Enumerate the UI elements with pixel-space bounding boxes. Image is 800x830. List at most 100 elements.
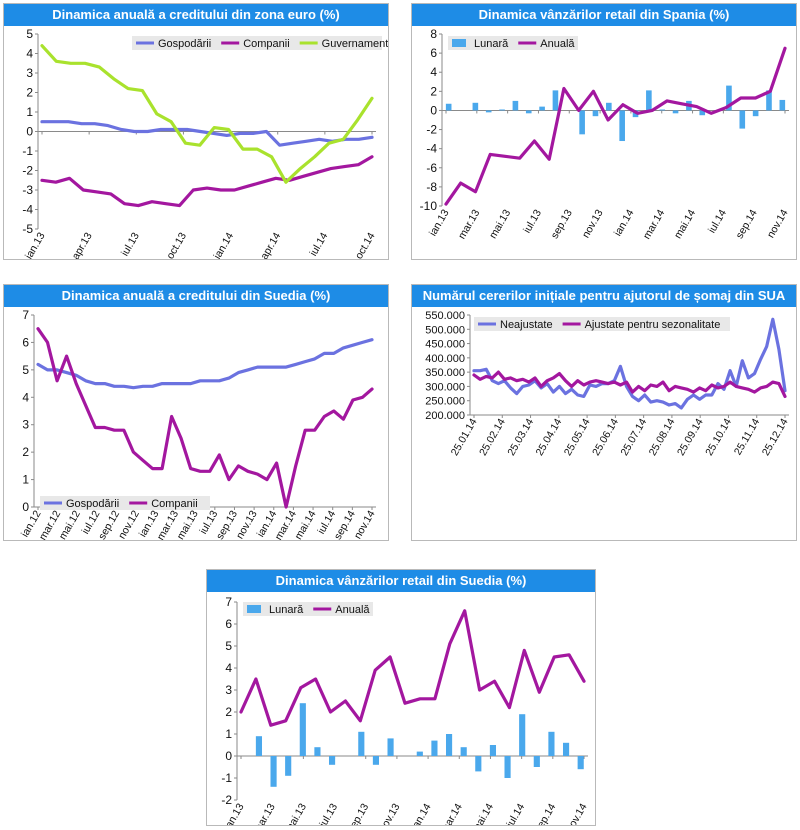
y-tick-label: -4: [426, 142, 437, 156]
y-tick-label: 0: [225, 749, 232, 763]
y-tick-label: 250.000: [425, 396, 465, 408]
y-tick-label: 2: [225, 705, 232, 719]
x-tick-label: 25.08.14: [647, 416, 678, 458]
legend-label: Lunară: [269, 604, 304, 616]
x-tick-label: iul.14: [706, 207, 729, 235]
x-tick-label: mai.14: [470, 801, 496, 825]
y-tick-label: 4: [430, 65, 437, 79]
legend-background: [40, 496, 210, 510]
series-line: [472, 370, 787, 399]
bar: [270, 756, 277, 787]
bar: [562, 742, 570, 756]
bar: [672, 110, 679, 114]
y-tick-label: 3: [26, 66, 33, 80]
y-tick-label: -10: [420, 199, 438, 213]
chart-title: Dinamica anuală a creditului din zona eu…: [4, 4, 388, 26]
y-tick-label: 2: [26, 86, 33, 100]
chart-panel-us-jobless-claims: Numărul cererilor inițiale pentru ajutor…: [411, 284, 797, 541]
y-tick-label: 2: [430, 84, 437, 98]
bar: [752, 110, 759, 117]
x-tick-label: iul.14: [504, 801, 527, 825]
x-tick-label: mai.14: [672, 207, 698, 240]
x-tick-label: 25.06.14: [590, 416, 621, 458]
series-line: [36, 327, 374, 509]
y-tick-label: -2: [426, 123, 437, 137]
bar: [646, 90, 652, 111]
series-line: [239, 609, 586, 727]
legend-label: Neajustate: [500, 319, 553, 331]
chart-title: Dinamica vânzărilor retail din Suedia (%…: [207, 570, 595, 592]
y-tick-label: 7: [22, 308, 29, 322]
y-tick-label: 4: [22, 390, 29, 404]
y-tick-label: 1: [26, 105, 33, 119]
y-tick-label: -2: [221, 793, 232, 807]
x-tick-label: 25.04.14: [534, 416, 565, 458]
x-tick-label: mar.14: [641, 207, 668, 241]
x-tick-label: sep.14: [532, 801, 558, 825]
bar: [519, 714, 526, 756]
x-tick-label: iul.13: [317, 801, 340, 825]
x-tick-label: oct.14: [353, 230, 378, 259]
x-tick-label: sep.13: [549, 207, 575, 240]
legend-background: [132, 36, 382, 50]
y-tick-label: 6: [430, 46, 437, 60]
bar: [699, 110, 706, 116]
x-tick-label: sep.14: [734, 207, 760, 240]
bar: [512, 100, 519, 111]
y-tick-label: -3: [22, 183, 33, 197]
x-tick-label: 25.03.14: [505, 416, 536, 458]
x-tick-label: oct.13: [164, 230, 189, 259]
x-tick-label: 25.02.14: [477, 416, 508, 458]
y-tick-label: -1: [221, 771, 232, 785]
x-tick-label: apr.13: [70, 230, 95, 259]
x-tick-label: 25.05.14: [562, 416, 593, 458]
bar: [299, 703, 306, 756]
bar: [539, 106, 545, 111]
y-tick-label: 5: [22, 363, 29, 377]
series-line: [472, 317, 787, 410]
series-line: [40, 155, 374, 208]
x-tick-label: iul.13: [521, 207, 544, 235]
y-tick-label: 5: [26, 27, 33, 41]
y-tick-label: 450.000: [425, 339, 465, 351]
x-tick-label: ian.14: [612, 207, 637, 238]
y-tick-label: 0: [22, 500, 29, 514]
y-tick-label: -5: [22, 222, 33, 236]
x-tick-label: nov.14: [564, 801, 590, 825]
bar: [445, 734, 453, 756]
legend-label: Anuală: [540, 38, 575, 50]
bar: [592, 110, 599, 117]
bar: [779, 99, 786, 111]
bar: [358, 731, 365, 756]
bar: [285, 756, 292, 776]
legend-label: Companii: [151, 498, 197, 510]
x-tick-label: sep.13: [345, 801, 371, 825]
x-tick-label: apr.14: [258, 230, 283, 259]
y-tick-label: -4: [22, 203, 33, 217]
legend-label: Companii: [243, 38, 289, 50]
x-tick-label: iul.13: [119, 230, 142, 258]
y-tick-label: 7: [225, 595, 232, 609]
bar: [489, 745, 497, 756]
chart-us-jobless-claims: 550.000 500.000 450.000 400.000 350.000 300.0…: [425, 310, 791, 458]
legend-background: [474, 317, 730, 331]
x-tick-label: 25.01.14: [449, 416, 480, 458]
y-tick-label: -2: [22, 164, 33, 178]
legend: Gospodării Companii: [40, 496, 210, 510]
y-tick-label: 400.000: [425, 353, 465, 365]
x-tick-label: 25.12.14: [760, 416, 791, 458]
bar: [659, 109, 666, 111]
series-line: [36, 338, 374, 390]
chart-sweden-credit: 76543210ian.12mar.12mai.12iul.12sep.12no…: [19, 308, 378, 540]
chart-panel-sweden-credit: Dinamica anuală a creditului din Suedia …: [3, 284, 389, 541]
bar: [619, 110, 625, 142]
y-tick-label: 550.000: [425, 310, 465, 322]
legend: Lunară Anuală: [243, 602, 373, 616]
legend-swatch: [452, 39, 466, 47]
x-tick-label: 25.09.14: [675, 416, 706, 458]
x-tick-label: mar.14: [438, 801, 465, 825]
legend-swatch: [247, 605, 261, 613]
chart-panel-euro-credit: Dinamica anuală a creditului din zona eu…: [3, 3, 389, 260]
